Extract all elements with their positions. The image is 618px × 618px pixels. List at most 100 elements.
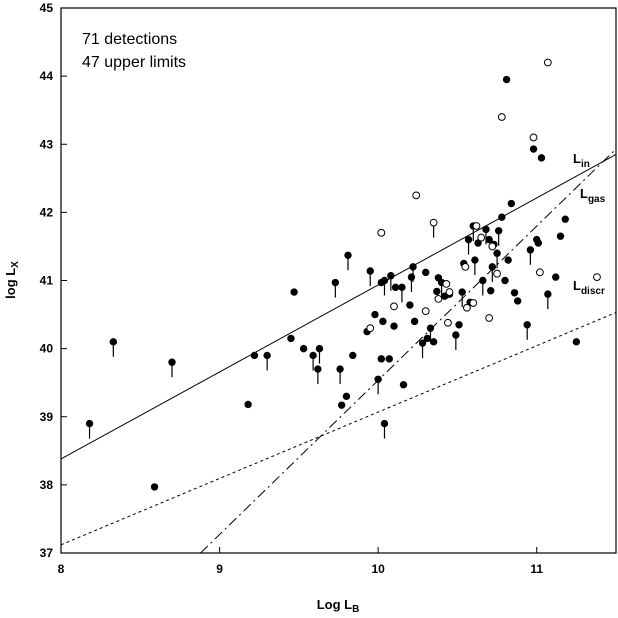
upper-limit-point — [461, 262, 470, 271]
upper-limit-point — [469, 299, 478, 307]
upper-limit-point — [593, 273, 601, 281]
upper-limit-point — [412, 191, 421, 200]
upper-limit-point — [421, 307, 430, 316]
detection-point — [423, 334, 431, 343]
detection-point — [377, 355, 386, 363]
detection-point — [529, 145, 538, 153]
detection-point — [309, 351, 317, 360]
x-tick-label: 8 — [58, 562, 65, 576]
upper-limit-point — [442, 280, 451, 288]
detection-point — [391, 283, 400, 292]
detection-point — [455, 321, 463, 329]
detection-point — [507, 199, 516, 208]
upper-limit-point — [477, 233, 486, 242]
detection-point — [526, 246, 535, 254]
detection-point — [482, 225, 490, 234]
upper-limit-point — [497, 113, 506, 121]
detection-point — [407, 273, 416, 281]
model-line-in — [61, 154, 616, 460]
detection-point — [290, 288, 298, 296]
upper-limit-point — [445, 288, 454, 296]
upper-limit-point — [463, 303, 471, 312]
detection-point — [513, 297, 522, 305]
upper-limit-point — [488, 242, 497, 251]
annotation-upper-limits: 47 upper limits — [82, 54, 186, 71]
detection-point — [552, 273, 560, 281]
y-tick-label: 43 — [40, 137, 54, 151]
detection-point — [410, 317, 419, 326]
annotation-detections: 71 detections — [82, 31, 177, 48]
upper-limit-point — [543, 58, 552, 67]
detection-point — [426, 324, 435, 332]
detection-point — [366, 267, 374, 275]
detection-point — [501, 276, 509, 285]
detection-point — [429, 338, 438, 346]
detection-point — [458, 288, 466, 296]
line-label-lgas: Lgas — [580, 186, 606, 205]
detection-point — [544, 290, 552, 298]
y-tick-label: 45 — [40, 1, 54, 15]
upper-limit-point — [485, 314, 494, 322]
y-tick-label: 44 — [40, 69, 54, 83]
detection-point — [493, 249, 501, 257]
detection-point — [337, 401, 346, 409]
upper-limit-point — [493, 269, 501, 278]
detection-point — [380, 419, 389, 428]
detection-point — [572, 338, 581, 346]
detection-point — [379, 317, 387, 326]
detection-point — [380, 276, 389, 285]
y-tick-label: 37 — [40, 546, 54, 560]
y-tick-label: 38 — [40, 478, 54, 492]
detection-point — [336, 365, 344, 373]
y-tick-label: 40 — [40, 342, 54, 356]
detection-point — [342, 392, 351, 401]
detection-point — [418, 339, 427, 347]
plot-frame — [60, 7, 617, 554]
detection-point — [371, 310, 379, 319]
detection-point — [263, 351, 271, 360]
x-tick-label: 11 — [530, 562, 543, 576]
detection-point — [168, 358, 176, 366]
detection-point — [314, 365, 322, 373]
detection-point — [485, 235, 493, 244]
detection-point — [498, 213, 506, 221]
detection-point — [399, 381, 408, 389]
detection-point — [487, 287, 495, 295]
upper-limit-point — [434, 294, 443, 303]
detection-point — [488, 263, 497, 271]
detection-point — [452, 331, 460, 339]
upper-limit-point — [535, 268, 544, 277]
detection-point — [523, 321, 531, 329]
detection-point — [471, 256, 479, 264]
model-line-discr — [61, 312, 616, 546]
detection-point — [510, 289, 519, 297]
detection-point — [150, 483, 159, 491]
upper-limit-point — [472, 222, 481, 230]
detection-point — [85, 419, 94, 428]
upper-limit-point — [377, 228, 386, 237]
detection-point — [398, 283, 406, 292]
y-tick-label: 41 — [40, 274, 54, 288]
model-line-gas — [200, 148, 616, 553]
detection-point — [504, 256, 512, 264]
detection-point — [287, 334, 295, 343]
x-axis-title: Log LB — [317, 597, 360, 615]
upper-limit-point — [366, 324, 375, 333]
line-label-lin: Lin — [573, 151, 590, 170]
x-axis-ticks: 8 9 10 11 — [58, 547, 543, 576]
detection-point — [387, 272, 395, 280]
x-tick-label: 10 — [371, 562, 385, 576]
detection-point — [390, 322, 398, 330]
y-axis-ticks: 37 38 39 40 41 42 43 44 45 — [40, 1, 67, 560]
detection-point — [109, 338, 118, 346]
detection-point — [479, 276, 487, 285]
detection-point — [422, 268, 430, 277]
detection-point — [409, 263, 417, 271]
upper-limit-point — [529, 133, 538, 142]
y-tick-label: 39 — [40, 410, 54, 424]
detection-point — [494, 227, 503, 235]
detection-point — [299, 344, 308, 353]
detection-point — [433, 287, 441, 296]
detection-point — [561, 215, 569, 223]
